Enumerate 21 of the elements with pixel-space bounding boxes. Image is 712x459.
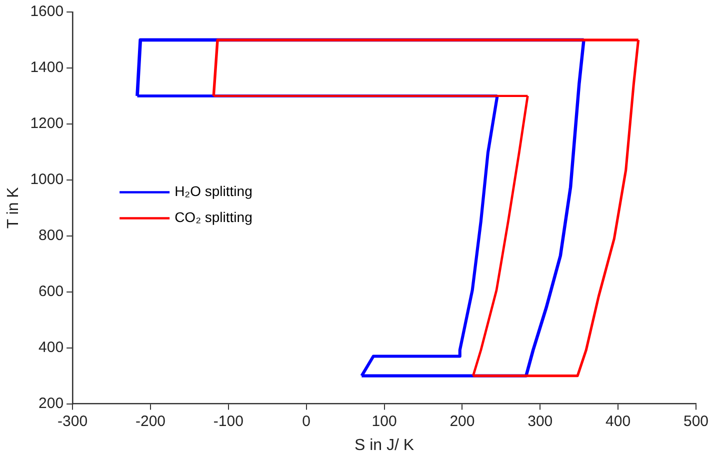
x-axis-title: S in J/ K [354,436,414,454]
x-tick-label: 300 [528,412,553,430]
x-tick-label: 400 [606,412,631,430]
x-tick-label: -300 [58,412,88,430]
x-tick-label: 100 [372,412,397,430]
y-tick-label: 1000 [30,171,64,188]
y-tick-label: 400 [38,338,64,356]
x-tick-label: -100 [213,412,244,430]
y-tick-label: 1400 [30,59,64,76]
legend-label: H₂O splitting [174,183,252,200]
x-tick-label: 500 [683,412,709,430]
y-tick-label: 600 [38,283,64,300]
x-tick-label: -200 [135,412,166,430]
y-tick-label: 1200 [30,115,64,132]
x-tick-label: 200 [450,412,475,430]
x-tick-label: 0 [302,412,311,430]
y-axis-title: T in K [5,186,22,229]
legend-label: CO₂ splitting [174,209,252,226]
y-tick-label: 200 [38,394,64,412]
y-tick-label: 1600 [30,3,64,20]
y-tick-label: 800 [38,227,64,244]
